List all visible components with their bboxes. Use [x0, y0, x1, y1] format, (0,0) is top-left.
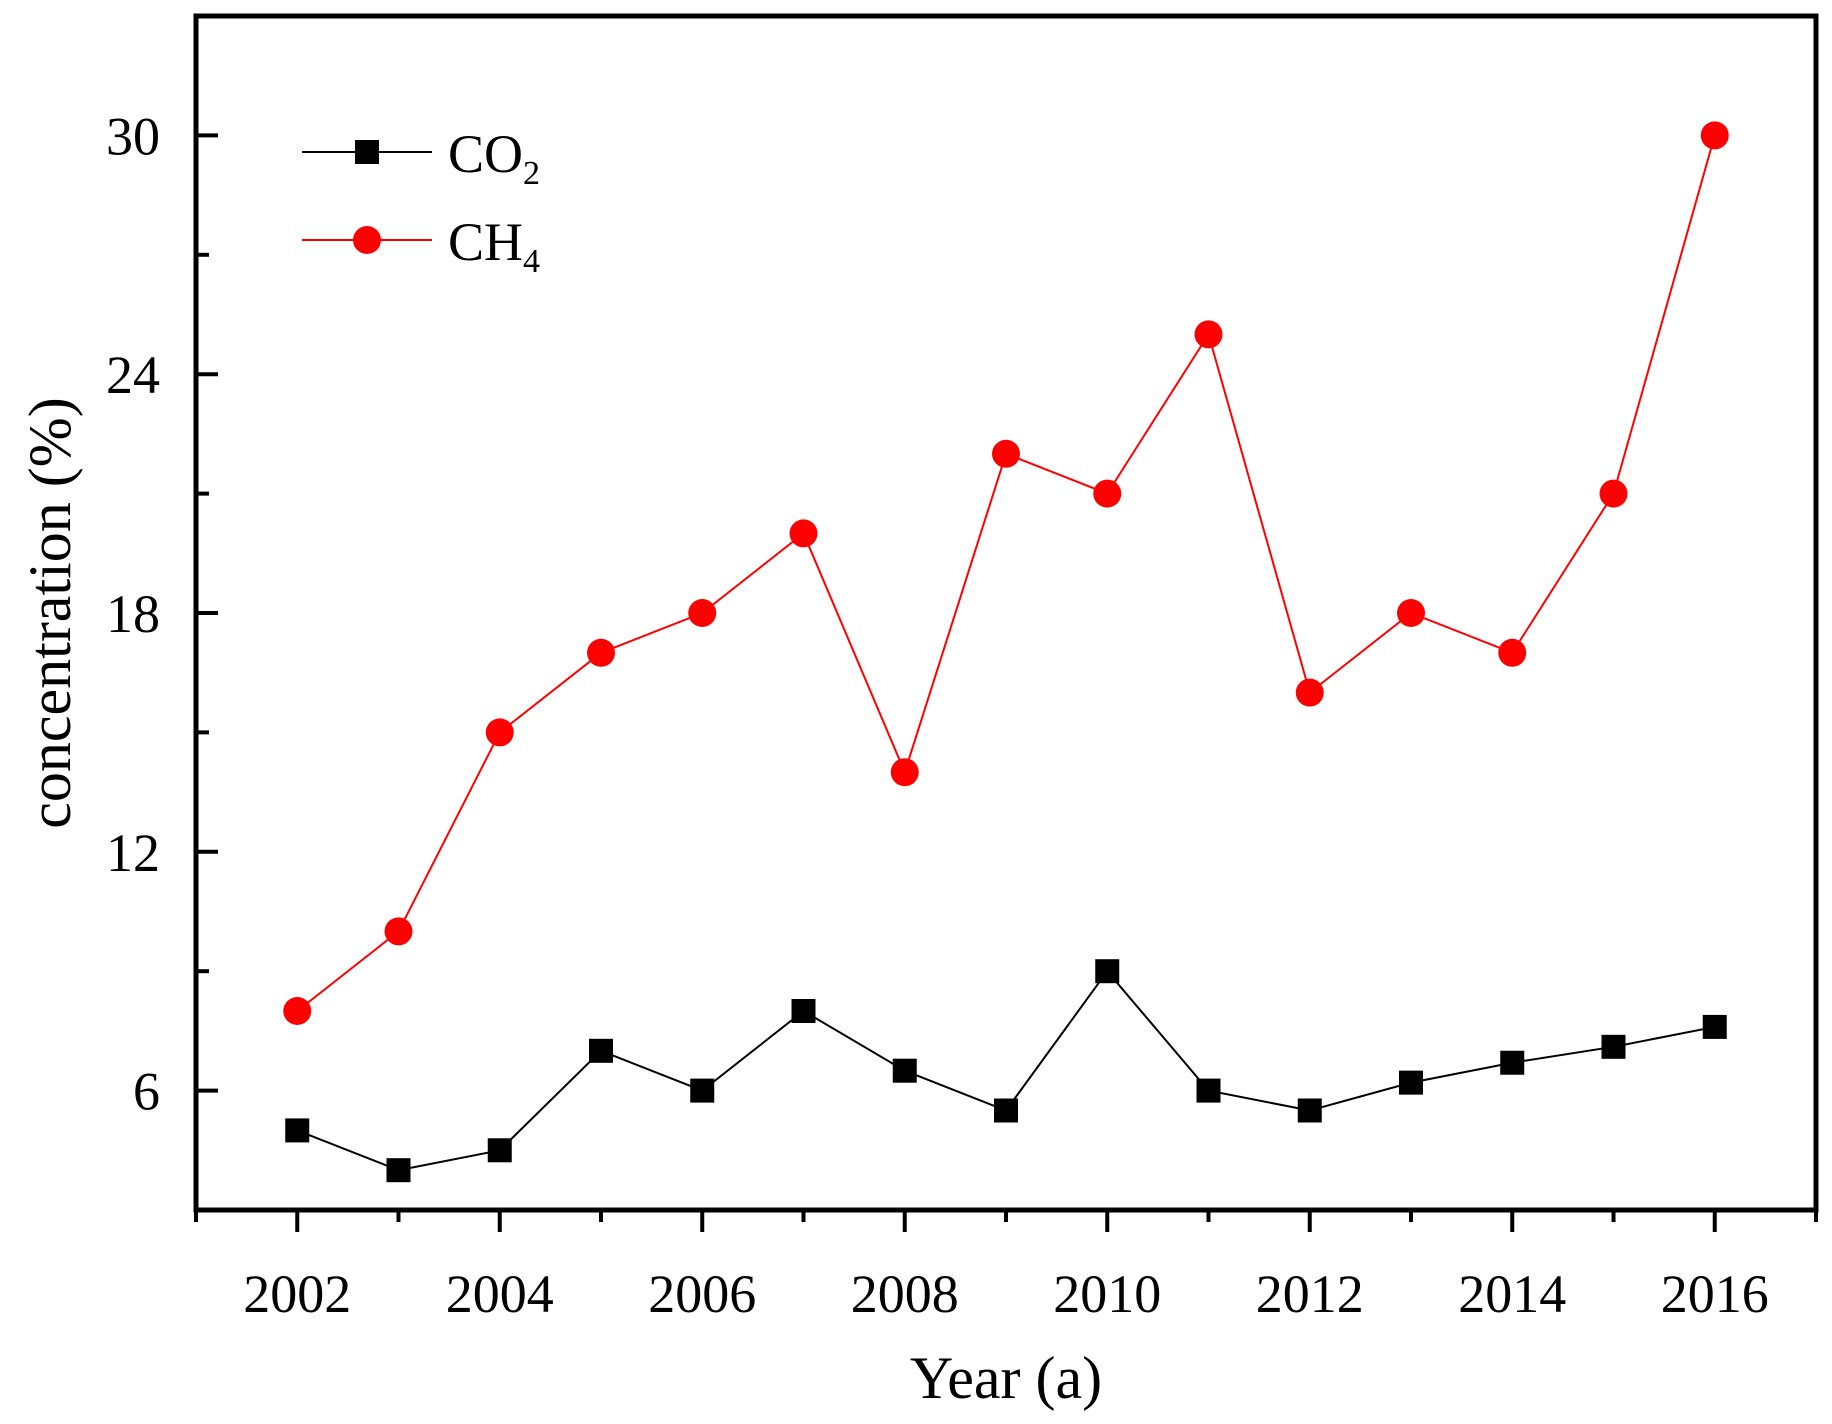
- legend-ch4-label-subscript: 4: [523, 243, 540, 280]
- data-point-co2-2011: [1196, 1078, 1221, 1103]
- legend-co2-marker: [355, 140, 379, 164]
- x-tick-label-2008: 2008: [851, 1264, 959, 1324]
- data-point-co2-2010: [1095, 959, 1120, 984]
- data-point-ch4-2013: [1397, 599, 1425, 627]
- data-point-ch4-2010: [1093, 479, 1122, 508]
- y-tick-label-30: 30: [106, 106, 160, 166]
- x-axis-ticks: [194, 1210, 1818, 1232]
- data-point-co2-2008: [892, 1058, 917, 1083]
- data-point-ch4-2007: [789, 519, 818, 548]
- x-tick-label-2010: 2010: [1053, 1264, 1161, 1324]
- data-point-ch4-2004: [485, 718, 514, 747]
- legend-co2-label-subscript: 2: [523, 155, 540, 192]
- data-point-co2-2015: [1601, 1034, 1626, 1059]
- data-point-co2-2002: [285, 1118, 310, 1143]
- data-point-co2-2013: [1399, 1070, 1423, 1095]
- legend-ch4-label: CH4: [448, 212, 540, 280]
- y-axis-title: concentration (%): [17, 397, 83, 828]
- data-point-co2-2016: [1702, 1014, 1727, 1039]
- y-tick-label-24: 24: [106, 345, 160, 405]
- series-co2: [285, 959, 1727, 1183]
- x-tick-label-2002: 2002: [243, 1264, 351, 1324]
- y-tick-label-6: 6: [133, 1062, 160, 1122]
- plot-frame: [193, 13, 1819, 1213]
- data-point-co2-2007: [791, 999, 816, 1023]
- data-point-ch4-2015: [1599, 479, 1628, 508]
- series-ch4: [283, 121, 1729, 1025]
- data-point-ch4-2008: [890, 758, 919, 787]
- legend-ch4-marker: [353, 226, 381, 254]
- series-layer: [283, 121, 1729, 1183]
- data-point-co2-2006: [690, 1078, 715, 1103]
- x-tick-label-2004: 2004: [446, 1264, 554, 1324]
- data-point-ch4-2009: [992, 439, 1020, 468]
- legend-co2-label: CO2: [448, 124, 540, 192]
- x-tick-label-2012: 2012: [1256, 1264, 1364, 1324]
- x-tick-label-2006: 2006: [648, 1264, 756, 1324]
- x-axis-tick-labels: 2002 2004 2006 2008 2010 2012 2014 2016: [243, 1264, 1769, 1324]
- y-axis-ticks: [196, 14, 218, 1093]
- data-point-co2-2009: [994, 1098, 1018, 1123]
- data-point-co2-2005: [589, 1038, 613, 1063]
- x-tick-label-2016: 2016: [1661, 1264, 1769, 1324]
- data-point-co2-2004: [487, 1138, 512, 1163]
- legend-item-ch4: CH4: [302, 212, 540, 280]
- y-tick-label-12: 12: [106, 823, 160, 883]
- legend-item-co2: CO2: [302, 124, 540, 192]
- data-point-ch4-2002: [283, 997, 312, 1025]
- data-point-ch4-2016: [1700, 121, 1729, 150]
- x-tick-label-2014: 2014: [1458, 1264, 1566, 1324]
- y-axis-tick-labels: 6 12 18 24 30: [106, 106, 160, 1121]
- data-point-ch4-2012: [1295, 678, 1324, 707]
- data-point-ch4-2011: [1194, 320, 1223, 349]
- x-axis-title: Year (a): [910, 1345, 1102, 1411]
- y-tick-label-18: 18: [106, 584, 160, 644]
- data-point-ch4-2014: [1498, 638, 1527, 667]
- data-point-co2-2012: [1297, 1098, 1322, 1123]
- legend: CO2 CH4: [302, 124, 540, 280]
- data-point-ch4-2005: [587, 638, 615, 667]
- data-point-ch4-2003: [384, 917, 413, 946]
- data-point-co2-2003: [386, 1158, 411, 1183]
- data-point-co2-2014: [1500, 1050, 1525, 1075]
- data-point-ch4-2006: [688, 599, 717, 627]
- legend-co2-label-main: CO: [448, 124, 523, 184]
- legend-ch4-label-main: CH: [448, 212, 523, 272]
